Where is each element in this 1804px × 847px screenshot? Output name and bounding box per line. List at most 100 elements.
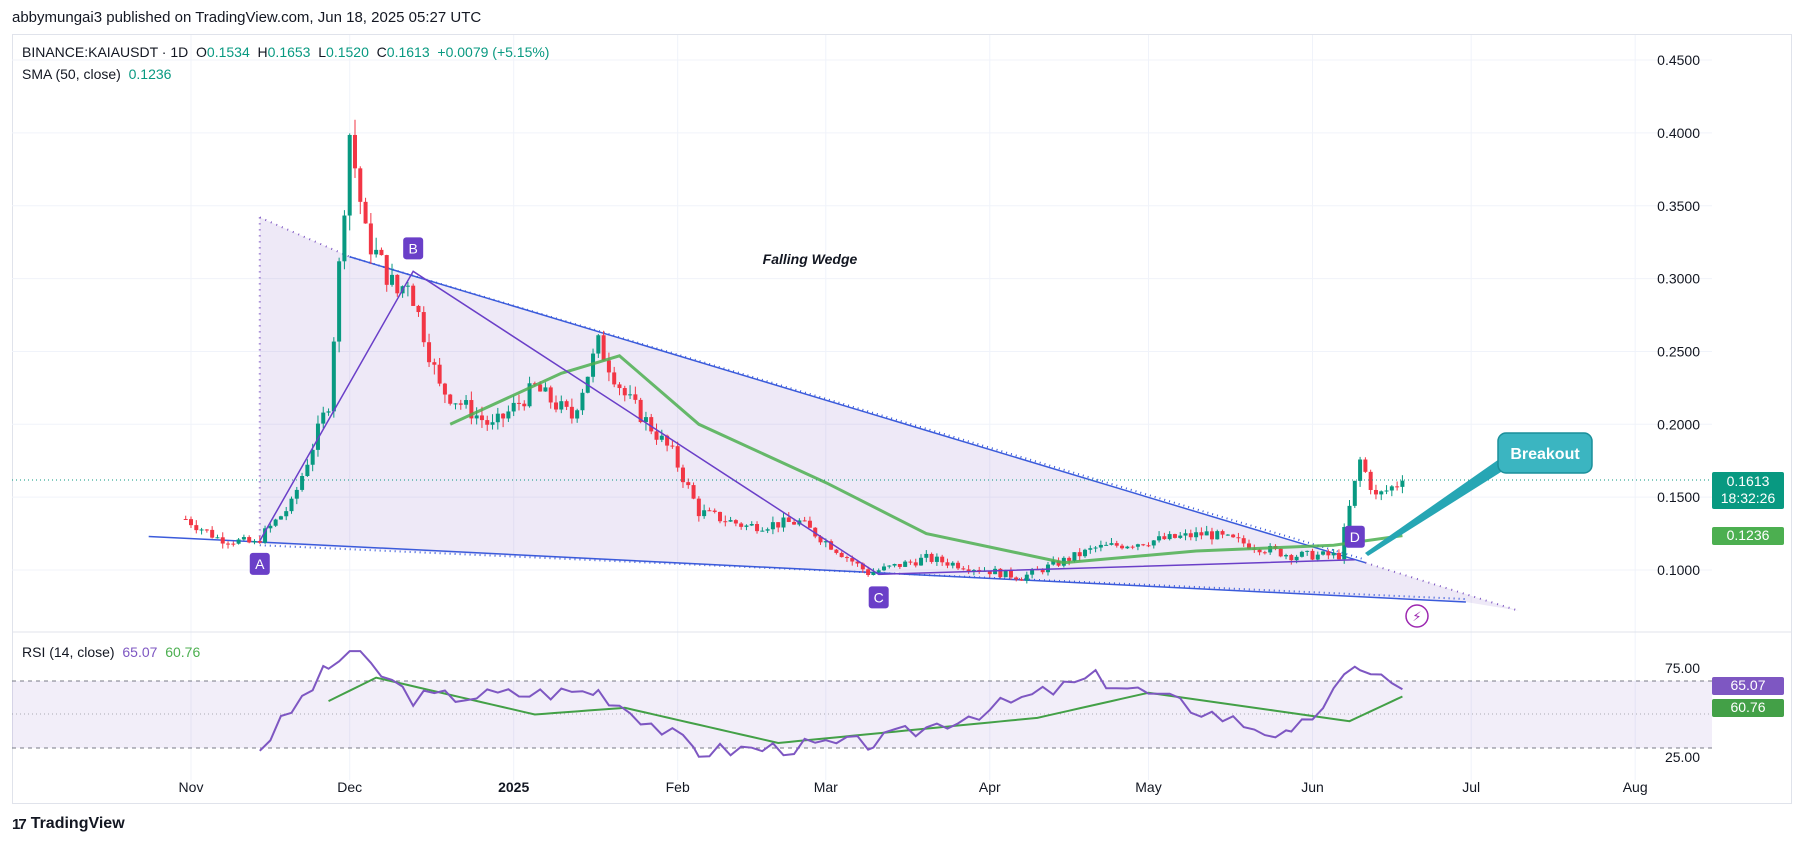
candle[interactable] <box>897 563 902 569</box>
candle[interactable] <box>1141 543 1146 547</box>
candle[interactable] <box>961 566 966 571</box>
candle[interactable] <box>839 551 844 558</box>
candle[interactable] <box>331 337 336 418</box>
candle[interactable] <box>501 412 506 428</box>
candle[interactable] <box>554 395 559 413</box>
candle[interactable] <box>1379 490 1384 501</box>
candle[interactable] <box>871 568 876 576</box>
candle[interactable] <box>1135 543 1140 551</box>
candle[interactable] <box>495 407 500 430</box>
candle[interactable] <box>1231 533 1236 538</box>
candle[interactable] <box>834 548 839 555</box>
candle[interactable] <box>749 521 754 527</box>
candle[interactable] <box>384 254 389 292</box>
candle[interactable] <box>707 507 712 512</box>
candle[interactable] <box>802 516 807 522</box>
candle[interactable] <box>352 119 357 178</box>
candle[interactable] <box>1315 551 1320 562</box>
candle[interactable] <box>458 399 463 410</box>
candle[interactable] <box>829 539 834 551</box>
candle[interactable] <box>612 366 617 388</box>
candle[interactable] <box>268 523 273 533</box>
candle[interactable] <box>252 539 257 545</box>
candle[interactable] <box>543 382 548 392</box>
candle[interactable] <box>1109 538 1114 546</box>
candle[interactable] <box>231 541 236 547</box>
candle[interactable] <box>998 568 1003 579</box>
candle[interactable] <box>1204 525 1209 536</box>
sma-line[interactable] <box>449 354 1403 565</box>
candle[interactable] <box>516 394 521 411</box>
candle[interactable] <box>1278 548 1283 558</box>
candle[interactable] <box>1395 481 1400 491</box>
candle[interactable] <box>1130 545 1135 550</box>
candle[interactable] <box>427 333 432 367</box>
candle[interactable] <box>903 560 908 568</box>
candle[interactable] <box>956 560 961 571</box>
candle[interactable] <box>506 405 511 422</box>
rsi-ma-line[interactable] <box>328 676 1403 744</box>
candle[interactable] <box>654 423 659 445</box>
candle[interactable] <box>241 534 246 541</box>
candle[interactable] <box>575 408 580 423</box>
candle[interactable] <box>1199 527 1204 540</box>
candle[interactable] <box>919 554 924 566</box>
candle[interactable] <box>1326 549 1331 560</box>
candle[interactable] <box>1363 457 1368 473</box>
candle[interactable] <box>718 511 722 524</box>
candle[interactable] <box>564 399 569 411</box>
candle[interactable] <box>1310 548 1315 561</box>
candle[interactable] <box>1093 546 1098 553</box>
candle[interactable] <box>1183 529 1188 541</box>
candle[interactable] <box>294 486 299 505</box>
candle[interactable] <box>675 441 680 472</box>
candle[interactable] <box>411 283 416 306</box>
candle[interactable] <box>601 330 606 361</box>
candle[interactable] <box>760 527 765 532</box>
abcd-pattern-line[interactable] <box>259 270 1355 576</box>
candle[interactable] <box>284 506 289 521</box>
candle[interactable] <box>368 213 373 265</box>
candle[interactable] <box>1151 539 1156 549</box>
candle[interactable] <box>273 518 278 528</box>
candle[interactable] <box>876 568 881 573</box>
candle[interactable] <box>739 522 744 530</box>
candle[interactable] <box>1215 529 1220 540</box>
candle[interactable] <box>300 472 305 492</box>
candle[interactable] <box>474 407 479 425</box>
wedge-lower-line[interactable] <box>148 535 1466 603</box>
candle[interactable] <box>1088 545 1093 554</box>
candle[interactable] <box>881 563 886 572</box>
candle[interactable] <box>1368 469 1373 495</box>
candle[interactable] <box>633 386 638 404</box>
candle[interactable] <box>421 306 426 347</box>
candle[interactable] <box>712 508 717 514</box>
candle[interactable] <box>469 391 474 425</box>
candle[interactable] <box>628 385 633 399</box>
candle[interactable] <box>236 537 241 545</box>
candle[interactable] <box>226 541 231 549</box>
candle[interactable] <box>643 411 648 431</box>
candle[interactable] <box>728 516 733 522</box>
candle[interactable] <box>1321 550 1326 556</box>
candle[interactable] <box>1024 571 1029 584</box>
candle[interactable] <box>522 400 527 411</box>
candle[interactable] <box>1120 543 1125 550</box>
candle[interactable] <box>1194 527 1199 542</box>
candle[interactable] <box>379 247 384 256</box>
candle[interactable] <box>220 532 225 549</box>
candle[interactable] <box>1172 533 1177 539</box>
candle[interactable] <box>622 385 627 402</box>
pattern-point-b[interactable]: B <box>403 237 424 260</box>
candle[interactable] <box>215 534 220 539</box>
candle[interactable] <box>358 166 363 215</box>
candle[interactable] <box>1008 567 1013 581</box>
candle[interactable] <box>1083 548 1088 558</box>
pattern-point-d[interactable]: D <box>1344 525 1365 548</box>
candle[interactable] <box>511 395 516 417</box>
candle[interactable] <box>183 515 188 521</box>
candle[interactable] <box>1209 527 1214 545</box>
candle[interactable] <box>527 376 532 408</box>
candle[interactable] <box>945 558 950 569</box>
